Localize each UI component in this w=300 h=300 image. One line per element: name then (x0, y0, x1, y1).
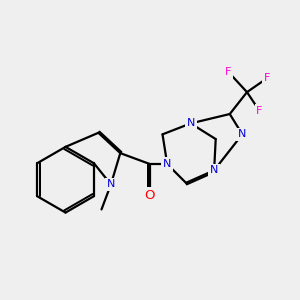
Text: F: F (256, 106, 263, 116)
Text: N: N (187, 118, 195, 128)
Text: F: F (225, 67, 231, 77)
Text: O: O (145, 189, 155, 202)
Text: N: N (238, 129, 247, 140)
Text: N: N (210, 165, 218, 175)
Text: N: N (163, 159, 171, 169)
Text: N: N (107, 179, 115, 189)
Text: F: F (264, 73, 271, 83)
